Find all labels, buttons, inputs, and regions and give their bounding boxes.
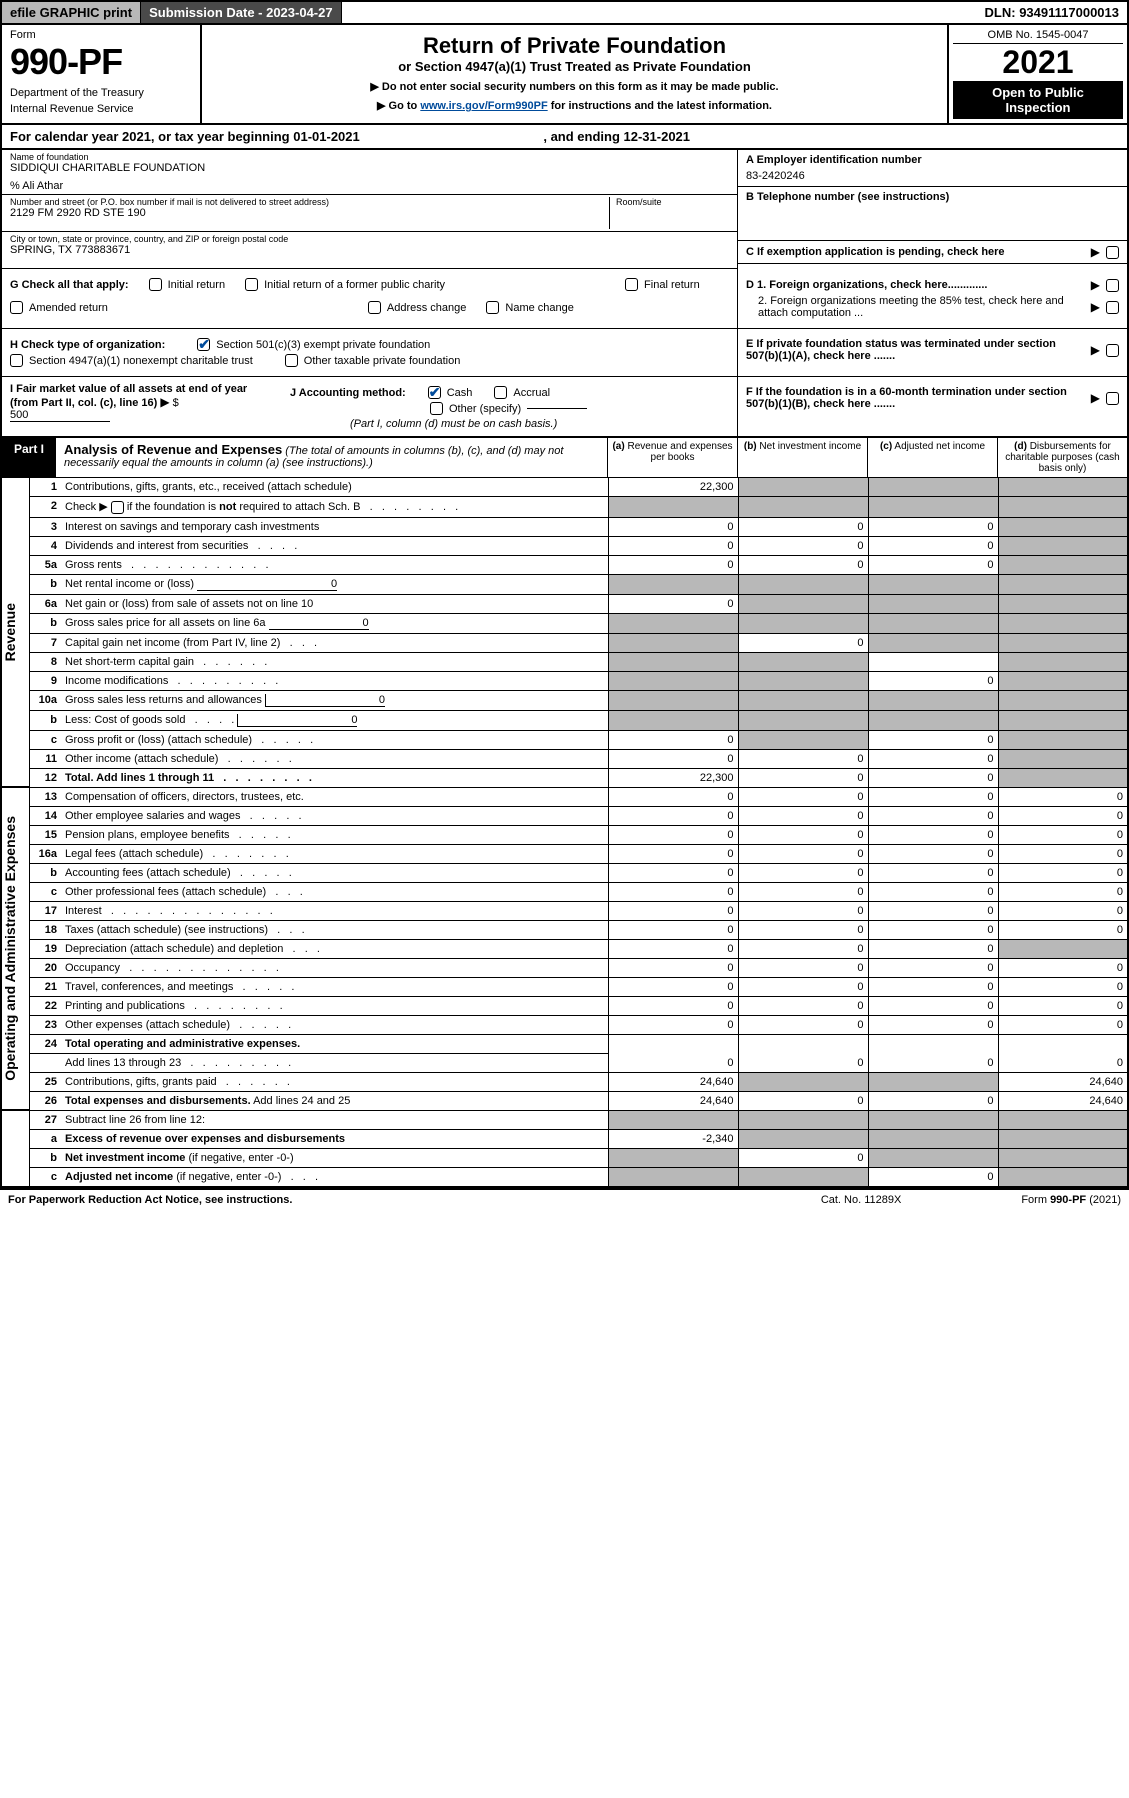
g-address-checkbox[interactable] [368, 301, 381, 314]
d1-checkbox[interactable] [1106, 279, 1119, 292]
e-label: E If private foundation status was termi… [746, 338, 1085, 362]
ij-row: I Fair market value of all assets at end… [0, 377, 1129, 438]
col-a-header: (a) Revenue and expenses per books [607, 438, 737, 477]
f-checkbox[interactable] [1106, 392, 1119, 405]
tax-year: 2021 [953, 44, 1123, 81]
i-value: 500 [10, 409, 110, 422]
col-c-header: (c) Adjusted net income [867, 438, 997, 477]
phone-label: B Telephone number (see instructions) [746, 191, 1119, 203]
calendar-year-row: For calendar year 2021, or tax year begi… [0, 125, 1129, 150]
part1-header: Part I Analysis of Revenue and Expenses … [0, 438, 1129, 478]
note-prefix: ▶ Go to [377, 100, 420, 112]
irs-label: Internal Revenue Service [10, 103, 192, 115]
submission-date: Submission Date - 2023-04-27 [141, 2, 342, 23]
note-url: ▶ Go to www.irs.gov/Form990PF for instru… [222, 99, 927, 112]
cat-no: Cat. No. 11289X [821, 1194, 902, 1206]
c-label: C If exemption application is pending, c… [746, 246, 1085, 258]
city-label: City or town, state or province, country… [10, 234, 729, 244]
foundation-name: SIDDIQUI CHARITABLE FOUNDATION [10, 162, 729, 174]
top-bar: efile GRAPHIC print Submission Date - 20… [0, 0, 1129, 25]
f-label: F If the foundation is in a 60-month ter… [746, 386, 1085, 410]
care-of: % Ali Athar [10, 180, 729, 192]
dept-treasury: Department of the Treasury [10, 87, 192, 99]
g-check-row: G Check all that apply: Initial return I… [0, 269, 1129, 329]
arrow-icon: ▶ [1091, 245, 1100, 259]
omb-number: OMB No. 1545-0047 [953, 29, 1123, 44]
name-label: Name of foundation [10, 152, 729, 162]
j-accrual-checkbox[interactable] [494, 386, 507, 399]
g-amended-checkbox[interactable] [10, 301, 23, 314]
part1-label: Part I [2, 438, 56, 477]
h-check-row: H Check type of organization: Section 50… [0, 329, 1129, 377]
d1-label: D 1. Foreign organizations, check here..… [746, 279, 1085, 291]
form-header: Form 990-PF Department of the Treasury I… [0, 25, 1129, 125]
form-title-box: Return of Private Foundation or Section … [202, 25, 947, 123]
i-label: I Fair market value of all assets at end… [10, 383, 247, 409]
sub-title: or Section 4947(a)(1) Trust Treated as P… [222, 59, 927, 74]
form-number: 990-PF [10, 41, 192, 83]
paperwork-notice: For Paperwork Reduction Act Notice, see … [8, 1194, 292, 1206]
g-label: G Check all that apply: [10, 279, 129, 291]
j-cash-checkbox[interactable] [428, 386, 441, 399]
room-label: Room/suite [616, 197, 729, 207]
form-id-box: Form 990-PF Department of the Treasury I… [2, 25, 202, 123]
e-checkbox[interactable] [1106, 344, 1119, 357]
open-inspection: Open to Public Inspection [953, 81, 1123, 119]
form-word: Form [10, 29, 192, 41]
col-b-header: (b) Net investment income [737, 438, 867, 477]
g-name-checkbox[interactable] [486, 301, 499, 314]
entity-section: Name of foundation SIDDIQUI CHARITABLE F… [0, 150, 1129, 269]
h-label: H Check type of organization: [10, 339, 165, 351]
efile-print-button[interactable]: efile GRAPHIC print [2, 2, 141, 23]
d2-checkbox[interactable] [1106, 301, 1119, 314]
revenue-table: Revenue 1Contributions, gifts, grants, e… [0, 478, 1129, 1188]
col-d-header: (d) Disbursements for charitable purpose… [997, 438, 1127, 477]
l2-checkbox[interactable] [111, 501, 124, 514]
city-state-zip: SPRING, TX 773883671 [10, 244, 729, 256]
street-address: 2129 FM 2920 RD STE 190 [10, 207, 609, 219]
d2-label: 2. Foreign organizations meeting the 85%… [746, 295, 1085, 319]
g-initial-former-checkbox[interactable] [245, 278, 258, 291]
g-initial-checkbox[interactable] [149, 278, 162, 291]
form-url-link[interactable]: www.irs.gov/Form990PF [420, 100, 547, 112]
main-title: Return of Private Foundation [222, 33, 927, 59]
addr-label: Number and street (or P.O. box number if… [10, 197, 609, 207]
j-label: J Accounting method: [290, 387, 406, 399]
c-checkbox[interactable] [1106, 246, 1119, 259]
h-4947-checkbox[interactable] [10, 354, 23, 367]
g-final-checkbox[interactable] [625, 278, 638, 291]
j-other-checkbox[interactable] [430, 402, 443, 415]
j-note: (Part I, column (d) must be on cash basi… [290, 418, 729, 430]
part1-title: Analysis of Revenue and Expenses (The to… [56, 438, 607, 477]
note-ssn: ▶ Do not enter social security numbers o… [222, 80, 927, 93]
dln: DLN: 93491117000013 [977, 2, 1127, 23]
form-footer: Form 990-PF (2021) [1021, 1194, 1121, 1206]
revenue-label: Revenue [2, 603, 18, 661]
footer: For Paperwork Reduction Act Notice, see … [0, 1188, 1129, 1210]
year-box: OMB No. 1545-0047 2021 Open to Public In… [947, 25, 1127, 123]
expenses-label: Operating and Administrative Expenses [2, 816, 18, 1081]
note-suffix: for instructions and the latest informat… [548, 100, 772, 112]
h-501c3-checkbox[interactable] [197, 338, 210, 351]
ein-value: 83-2420246 [746, 170, 1119, 182]
ein-label: A Employer identification number [746, 154, 1119, 166]
h-other-checkbox[interactable] [285, 354, 298, 367]
